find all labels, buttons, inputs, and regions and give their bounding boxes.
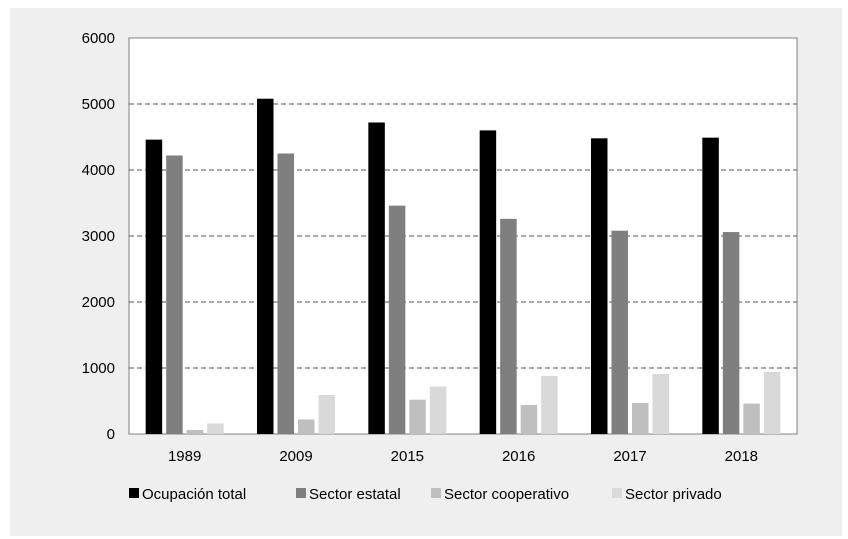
- bar: [722, 232, 740, 434]
- legend-label: Sector cooperativo: [444, 486, 569, 503]
- legend-label: Sector privado: [625, 486, 722, 503]
- y-tick-label: 1000: [82, 360, 115, 377]
- y-tick-label: 5000: [82, 96, 115, 113]
- bar: [652, 373, 669, 434]
- x-tick-label: 2015: [391, 448, 424, 465]
- bar: [632, 402, 649, 434]
- bar: [368, 122, 385, 434]
- bar: [763, 371, 781, 434]
- gridlines: [129, 103, 797, 369]
- x-tick-label: 2017: [613, 448, 646, 465]
- bar: [409, 399, 426, 434]
- y-tick-label: 0: [107, 426, 115, 443]
- bar: [186, 430, 204, 434]
- x-tick-label: 2009: [279, 448, 312, 465]
- legend-swatch: [431, 488, 441, 498]
- bar: [429, 386, 447, 434]
- bar: [520, 404, 538, 434]
- bars: [145, 98, 781, 435]
- bar: [388, 205, 406, 434]
- bar: [611, 230, 628, 434]
- legend: Ocupación total Sector estatal Sector coop…: [129, 486, 722, 503]
- x-tick-label: 2018: [725, 448, 758, 465]
- y-tick-label: 6000: [82, 30, 115, 47]
- bar: [500, 218, 517, 434]
- y-tick-label: 4000: [82, 162, 115, 179]
- legend-swatch: [612, 488, 622, 498]
- bar: [318, 395, 335, 434]
- x-tick-label: 1989: [168, 448, 201, 465]
- bar: [145, 139, 163, 434]
- bar: [702, 137, 719, 434]
- legend-label: Sector estatal: [309, 486, 401, 503]
- bar: [541, 375, 558, 434]
- bar: [257, 98, 274, 434]
- y-tick-label: 2000: [82, 294, 115, 311]
- bar: [591, 138, 608, 434]
- y-axis-ticks: 0 1000 2000 3000 4000 5000 6000: [82, 30, 115, 443]
- bar: [166, 155, 183, 435]
- y-tick-label: 3000: [82, 228, 115, 245]
- x-tick-label: 2016: [502, 448, 535, 465]
- bar: [479, 130, 497, 434]
- bar: [298, 419, 315, 434]
- legend-swatch: [129, 488, 139, 498]
- bar: [743, 403, 760, 434]
- x-axis-ticks: 1989 2009 2015 2016 2017 2018: [168, 448, 758, 465]
- bar: [207, 423, 224, 434]
- legend-label: Ocupación total: [142, 486, 246, 503]
- bar: [277, 153, 294, 434]
- legend-swatch: [296, 488, 306, 498]
